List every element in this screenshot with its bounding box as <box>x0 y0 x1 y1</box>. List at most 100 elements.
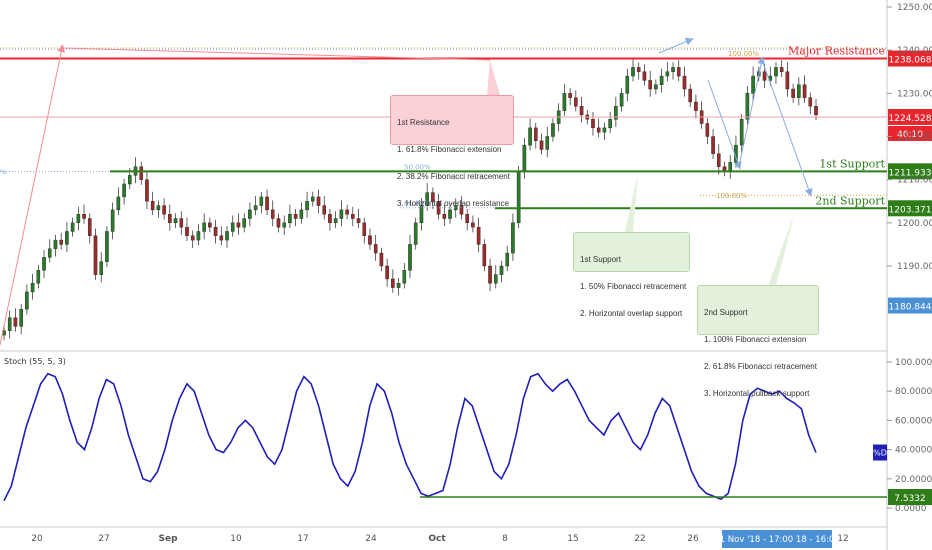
candle-body <box>288 213 292 224</box>
stoch-d-tag <box>873 444 887 461</box>
candle-body <box>551 123 555 137</box>
projection-line <box>61 47 491 61</box>
candle-body <box>70 222 75 232</box>
candle-body <box>745 93 750 120</box>
countdown-text: 46:10 <box>897 130 923 140</box>
resistance-annotation: 1st Resistance 1. 61.8% Fibonacci extens… <box>390 95 514 208</box>
candle-body <box>299 209 304 219</box>
candle-body <box>499 265 504 275</box>
candle-body <box>774 67 778 77</box>
support2-line-1: 1. 100% Fibonacci extension <box>704 335 807 344</box>
price-tag-blue <box>888 297 932 314</box>
time-tick-label: 20 <box>31 534 43 544</box>
candle-body <box>105 231 109 262</box>
candle-body <box>482 244 487 267</box>
candle-body <box>408 244 412 271</box>
stoch-tick-label: 0.0000 <box>895 504 927 514</box>
candle-body <box>528 127 532 146</box>
price-tick-label: 1240.000 <box>897 46 932 56</box>
candle-body <box>779 67 784 72</box>
candle-body <box>596 127 601 133</box>
candle-body <box>139 166 144 180</box>
resistance-line-3: 3. Horizontal overlap resistance <box>397 199 510 208</box>
support1-annotation: 1st Support 1. 50% Fibonacci retracement… <box>573 232 690 318</box>
candle-body <box>116 196 121 211</box>
candle-body <box>791 88 795 98</box>
time-tick-label: 17 <box>297 534 308 544</box>
time-cursor-tag <box>722 530 832 548</box>
candle-body <box>248 209 252 219</box>
time-tick-label: Oct <box>428 534 446 544</box>
candle-body <box>574 97 578 107</box>
current-price-tag <box>888 108 932 125</box>
level-label: 1st Support <box>819 157 885 170</box>
candle-body <box>802 84 807 98</box>
candle-body <box>522 144 527 172</box>
resistance-line-2: 2. 38.2% Fibonacci retracement <box>397 172 510 181</box>
candle-body <box>665 71 670 77</box>
time-tick-label: 12 <box>837 534 848 544</box>
candle-body <box>442 213 447 219</box>
candle-body <box>459 205 464 215</box>
candle-body <box>19 308 23 327</box>
uptrend-arrow <box>0 44 66 346</box>
candle-body <box>242 218 246 228</box>
candle-body <box>110 209 115 232</box>
candle-body <box>253 205 258 211</box>
support2-callout-pointer <box>768 212 795 286</box>
candle-body <box>236 222 241 228</box>
candle-body <box>316 196 321 206</box>
candle-body <box>259 196 264 206</box>
stoch-level-text: 7.5332 <box>894 494 926 504</box>
stoch-tick-label: 80.0000 <box>895 387 932 397</box>
time-tick-label: 15 <box>567 534 578 544</box>
candle-body <box>636 67 641 72</box>
stoch-tick-label: 100.0000 <box>895 358 932 368</box>
countdown-tag <box>888 125 932 141</box>
resistance-line-1: 1. 61.8% Fibonacci extension <box>397 145 502 154</box>
candle-body <box>711 136 715 154</box>
candle-body <box>676 67 681 77</box>
support2-title: 2nd Support <box>704 308 748 317</box>
fib-arrow-3 <box>738 56 766 167</box>
stoch-d-line <box>3 372 817 502</box>
stoch-tick-label: 60.0000 <box>895 416 932 426</box>
candle-body <box>511 222 515 254</box>
candle-body <box>53 239 58 249</box>
candle-body <box>356 218 361 224</box>
candle-body <box>425 192 429 206</box>
candle-body <box>602 127 607 133</box>
candle-body <box>688 88 692 103</box>
candle-body <box>265 196 269 211</box>
candle-body <box>328 213 332 224</box>
support1-title: 1st Support <box>580 255 621 264</box>
resistance-title: 1st Resistance <box>397 118 450 127</box>
stoch-tick-label: 40.0000 <box>895 446 932 456</box>
resistance-callout-pointer <box>487 60 500 95</box>
candle-body <box>705 123 710 137</box>
candle-body <box>642 71 647 81</box>
fib-arrow-2 <box>707 79 742 170</box>
candle-body <box>305 201 309 211</box>
candle-body <box>476 226 481 245</box>
fib-level-label: 100.00% <box>728 50 759 58</box>
candle-body <box>173 218 178 224</box>
candle-body <box>87 218 92 236</box>
candle-body <box>179 218 184 228</box>
candle-body <box>93 235 98 275</box>
candle-body <box>413 222 418 245</box>
candle-body <box>351 213 355 219</box>
candle-body <box>659 75 664 85</box>
candle-body <box>682 75 687 90</box>
stochastic-pane: Stoch (55, 5, 3) 100.0000 80.0000 60.0000 40… <box>3 357 932 514</box>
candle-body <box>230 222 235 232</box>
candle-body <box>488 265 492 284</box>
candle-body <box>671 67 675 72</box>
candle-body <box>168 213 172 224</box>
candle-body <box>419 205 424 224</box>
time-tick-label: 24 <box>365 534 377 544</box>
candle-body <box>185 226 189 236</box>
candle-body <box>373 244 378 254</box>
candle-body <box>505 252 510 267</box>
